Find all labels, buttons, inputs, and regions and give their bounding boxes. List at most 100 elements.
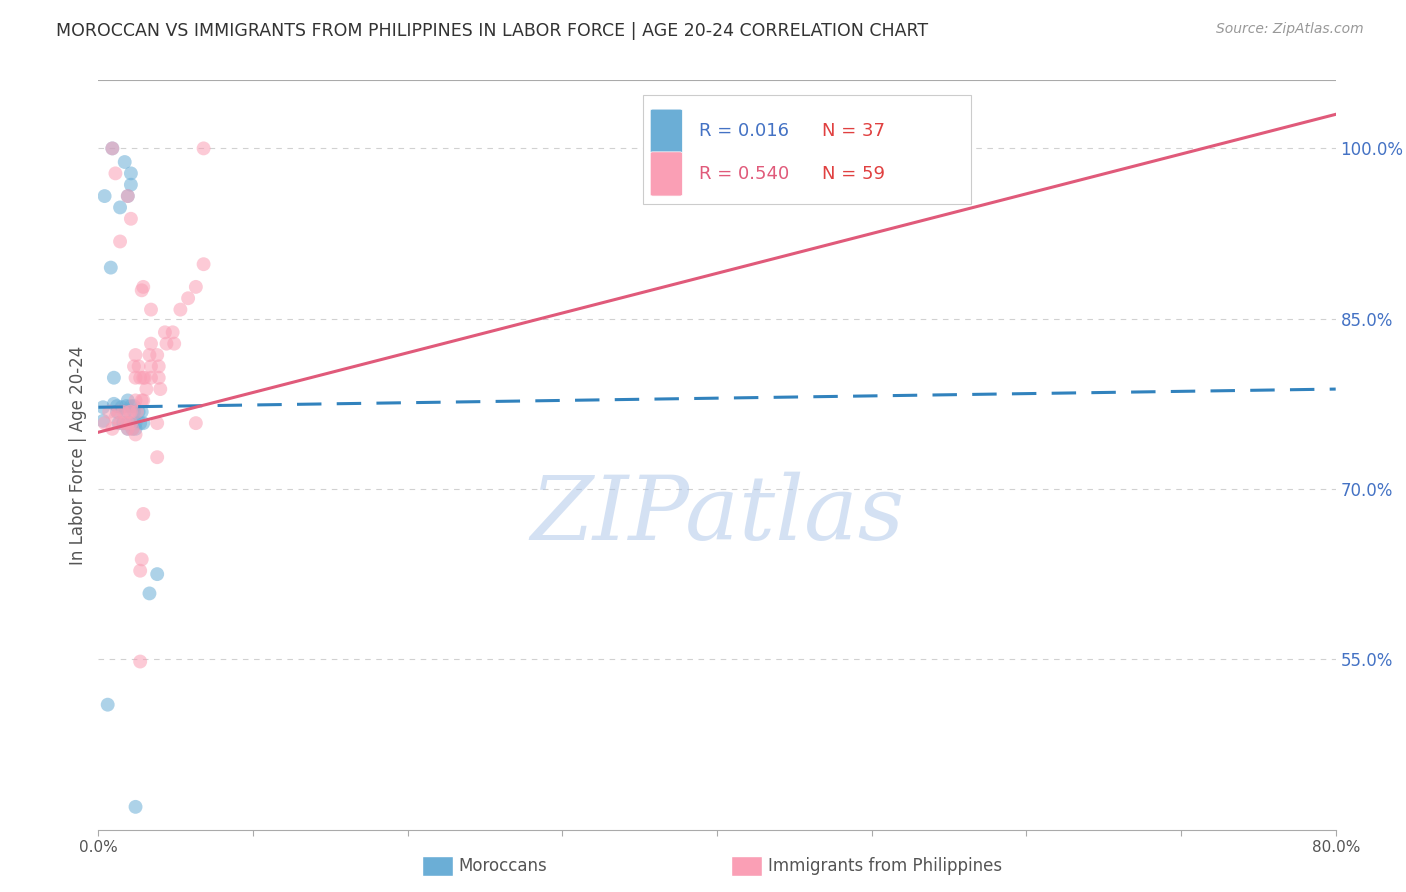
Point <box>146 416 169 430</box>
Point <box>91 401 114 415</box>
Point <box>131 283 153 297</box>
Point <box>108 235 131 249</box>
Text: N = 37: N = 37 <box>823 122 886 140</box>
Point <box>169 302 191 317</box>
Point <box>193 141 215 155</box>
Point <box>124 348 146 362</box>
Point <box>120 166 142 180</box>
Point <box>129 564 152 578</box>
Point <box>117 422 139 436</box>
Point <box>131 393 153 408</box>
Text: Moroccans: Moroccans <box>458 857 547 875</box>
Point <box>107 416 129 430</box>
Point <box>117 416 139 430</box>
Point <box>117 422 139 436</box>
Point <box>146 450 169 465</box>
Point <box>155 336 177 351</box>
Point <box>112 416 135 430</box>
Point <box>120 416 142 430</box>
Point <box>134 370 156 384</box>
Point <box>124 370 146 384</box>
Point <box>124 416 146 430</box>
Point <box>162 326 184 340</box>
Point <box>117 416 139 430</box>
Text: MOROCCAN VS IMMIGRANTS FROM PHILIPPINES IN LABOR FORCE | AGE 20-24 CORRELATION C: MOROCCAN VS IMMIGRANTS FROM PHILIPPINES … <box>56 22 928 40</box>
Point <box>184 280 207 294</box>
Point <box>98 405 121 419</box>
Point <box>104 410 127 425</box>
Point <box>93 416 115 430</box>
Point <box>127 405 149 419</box>
Point <box>131 552 153 566</box>
Point <box>129 416 152 430</box>
Point <box>120 211 142 226</box>
Point <box>131 405 153 419</box>
Text: ZIPatlas: ZIPatlas <box>530 472 904 558</box>
Point <box>120 399 142 413</box>
Point <box>93 189 115 203</box>
Point <box>138 348 160 362</box>
Point <box>114 416 136 430</box>
Point <box>108 201 131 215</box>
FancyBboxPatch shape <box>650 152 682 196</box>
Point <box>124 393 146 408</box>
Point <box>120 416 142 430</box>
Y-axis label: In Labor Force | Age 20-24: In Labor Force | Age 20-24 <box>69 345 87 565</box>
Point <box>112 405 135 419</box>
Point <box>122 359 145 374</box>
Point <box>124 422 146 436</box>
Point <box>121 422 143 436</box>
Point <box>128 359 150 374</box>
Point <box>103 397 125 411</box>
Point <box>100 260 122 275</box>
Point <box>91 414 114 428</box>
Point <box>132 280 155 294</box>
Text: Immigrants from Philippines: Immigrants from Philippines <box>768 857 1002 875</box>
Point <box>132 393 155 408</box>
Point <box>105 399 128 413</box>
Point <box>148 359 170 374</box>
Point <box>124 427 146 442</box>
Point <box>117 393 139 408</box>
Point <box>115 403 138 417</box>
Point <box>105 405 128 419</box>
Point <box>135 382 157 396</box>
Point <box>101 422 124 436</box>
Point <box>153 326 176 340</box>
Point <box>139 370 162 384</box>
Point <box>107 405 129 419</box>
Point <box>132 416 155 430</box>
Point <box>129 370 152 384</box>
Point <box>122 405 145 419</box>
Text: N = 59: N = 59 <box>823 165 886 183</box>
Point <box>139 336 162 351</box>
Point <box>97 698 120 712</box>
Point <box>114 155 136 169</box>
FancyBboxPatch shape <box>650 109 682 153</box>
Point <box>139 302 162 317</box>
Text: R = 0.540: R = 0.540 <box>699 165 789 183</box>
Point <box>101 141 124 155</box>
Point <box>117 189 139 203</box>
Point <box>115 399 138 413</box>
Point <box>122 399 145 413</box>
Point <box>111 401 134 415</box>
Point <box>163 336 186 351</box>
Point <box>149 382 172 396</box>
Point <box>104 166 127 180</box>
Point <box>139 359 162 374</box>
Point <box>103 370 125 384</box>
Point <box>118 405 141 419</box>
Point <box>120 405 142 419</box>
Point <box>146 348 169 362</box>
Point <box>193 257 215 271</box>
FancyBboxPatch shape <box>643 95 970 204</box>
Point <box>132 507 155 521</box>
Point <box>128 405 150 419</box>
Point <box>124 800 146 814</box>
Point <box>184 416 207 430</box>
Point <box>138 586 160 600</box>
Point <box>117 189 139 203</box>
Point <box>108 416 131 430</box>
Point <box>101 141 124 155</box>
